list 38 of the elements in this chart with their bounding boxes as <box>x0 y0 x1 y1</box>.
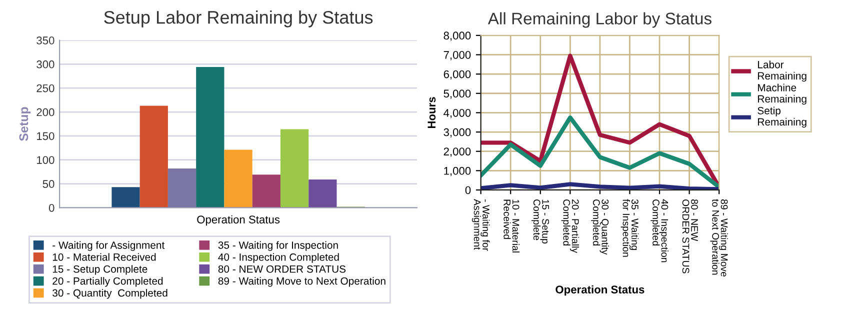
y-tick-label: 350 <box>36 36 54 44</box>
x-axis-title: Operation Status <box>197 215 280 226</box>
y-axis-title: Hours <box>428 97 436 128</box>
x-axis-title: Operation Status <box>556 285 644 296</box>
y-tick-label: 250 <box>36 84 54 92</box>
y-tick-label: 8,000 <box>444 32 471 41</box>
y-tick-label: 100 <box>37 156 54 164</box>
chart-title: All Remaining Labor by Status <box>488 12 712 28</box>
legend-label: Labor Remaining <box>758 60 806 82</box>
y-tick-label: 6,000 <box>444 70 471 80</box>
chart-title: Setup Labor Remaining by Status <box>104 10 373 28</box>
y-tick-label: 50 <box>42 180 54 188</box>
legend-label: 89 - Waiting Move to Next Operation <box>218 277 386 287</box>
legend-label: Machine Remaining <box>758 84 806 105</box>
x-tick-label: 80 - NEW ORDER STATUS <box>682 199 698 274</box>
y-tick-label: 5,000 <box>444 90 471 99</box>
x-tick-label: 15 - Setup Complete <box>532 200 550 244</box>
y-tick-label: 300 <box>36 60 54 68</box>
y-tick-label: 0 <box>48 204 54 212</box>
x-tick-label: 10 - Material Received <box>504 200 520 252</box>
x-tick-label: 40 - Inspection Completed <box>650 199 668 262</box>
y-axis-title: Setup <box>19 107 31 141</box>
y-tick-label: 200 <box>36 108 54 116</box>
y-tick-label: 4,000 <box>444 108 471 118</box>
y-tick-label: 2,000 <box>444 148 471 157</box>
y-tick-label: 0 <box>465 186 471 194</box>
y-tick-label: 7,000 <box>444 51 471 60</box>
legend-label: Setip Remaining <box>758 106 806 128</box>
x-tick-label: 89 - Waiting Move to Next Operation <box>710 199 728 277</box>
y-tick-label: 3,000 <box>444 128 471 138</box>
legend-label: 30 - Quantity Completed <box>52 289 168 299</box>
x-tick-label: 35 - Waiting for Inspection <box>620 199 639 257</box>
x-tick-label: 30 - Quantity Completed <box>591 199 609 255</box>
y-tick-label: 150 <box>37 132 54 140</box>
legend-label: 20 - Partially Completed <box>52 277 163 287</box>
x-tick-label: 20 - Partially Completed <box>561 199 580 254</box>
y-tick-label: 1,000 <box>444 166 471 176</box>
x-tick-label: - Waiting for Assignment <box>472 199 490 251</box>
